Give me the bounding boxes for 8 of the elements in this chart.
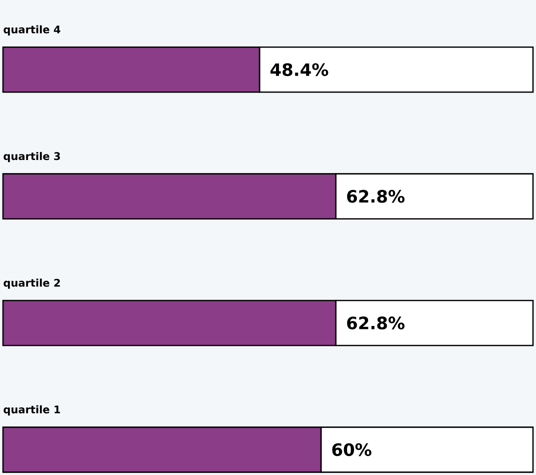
- data-label: 62.8%: [347, 316, 404, 330]
- y-tick-label: quartile 3: [4, 152, 60, 162]
- data-label: 48.4%: [270, 63, 328, 76]
- y-tick-label: quartile 2: [4, 278, 60, 289]
- y-tick-label: quartile 4: [4, 25, 60, 36]
- y-tick-label: quartile 1: [4, 405, 60, 416]
- data-label: 60%: [332, 443, 372, 456]
- data-label: 62.8%: [347, 190, 404, 203]
